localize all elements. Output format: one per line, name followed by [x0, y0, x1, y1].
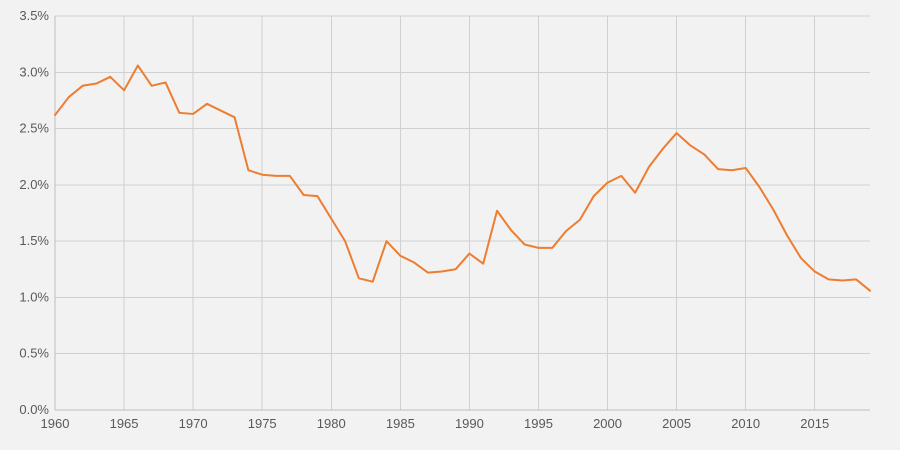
- x-tick-label: 2005: [662, 416, 691, 431]
- x-tick-label: 2000: [593, 416, 622, 431]
- y-tick-label: 2.0%: [19, 177, 49, 192]
- x-tick-label: 1975: [248, 416, 277, 431]
- gridlines: [54, 15, 870, 411]
- x-tick-label: 1985: [386, 416, 415, 431]
- x-tick-label: 1970: [179, 416, 208, 431]
- series-layer: [54, 64, 871, 292]
- y-tick-label: 1.0%: [19, 289, 49, 304]
- x-tick-label: 2015: [800, 416, 829, 431]
- series-line: [54, 64, 871, 292]
- tick-labels: 0.0% 0.5% 1.0% 1.5% 2.0% 2.5% 3.0% 3.5% 1960 1965…: [19, 8, 829, 431]
- y-tick-label: 3.5%: [19, 8, 49, 23]
- x-tick-label: 1965: [110, 416, 139, 431]
- x-tick-label: 1960: [41, 416, 70, 431]
- y-tick-label: 2.5%: [19, 121, 49, 136]
- y-tick-label: 0.5%: [19, 346, 49, 361]
- x-tick-label: 1980: [317, 416, 346, 431]
- y-tick-label: 0.0%: [19, 402, 49, 417]
- x-tick-label: 2010: [731, 416, 760, 431]
- y-tick-label: 1.5%: [19, 233, 49, 248]
- axes: [54, 16, 870, 411]
- x-tick-label: 1990: [455, 416, 484, 431]
- y-tick-label: 3.0%: [19, 64, 49, 79]
- x-tick-label: 1995: [524, 416, 553, 431]
